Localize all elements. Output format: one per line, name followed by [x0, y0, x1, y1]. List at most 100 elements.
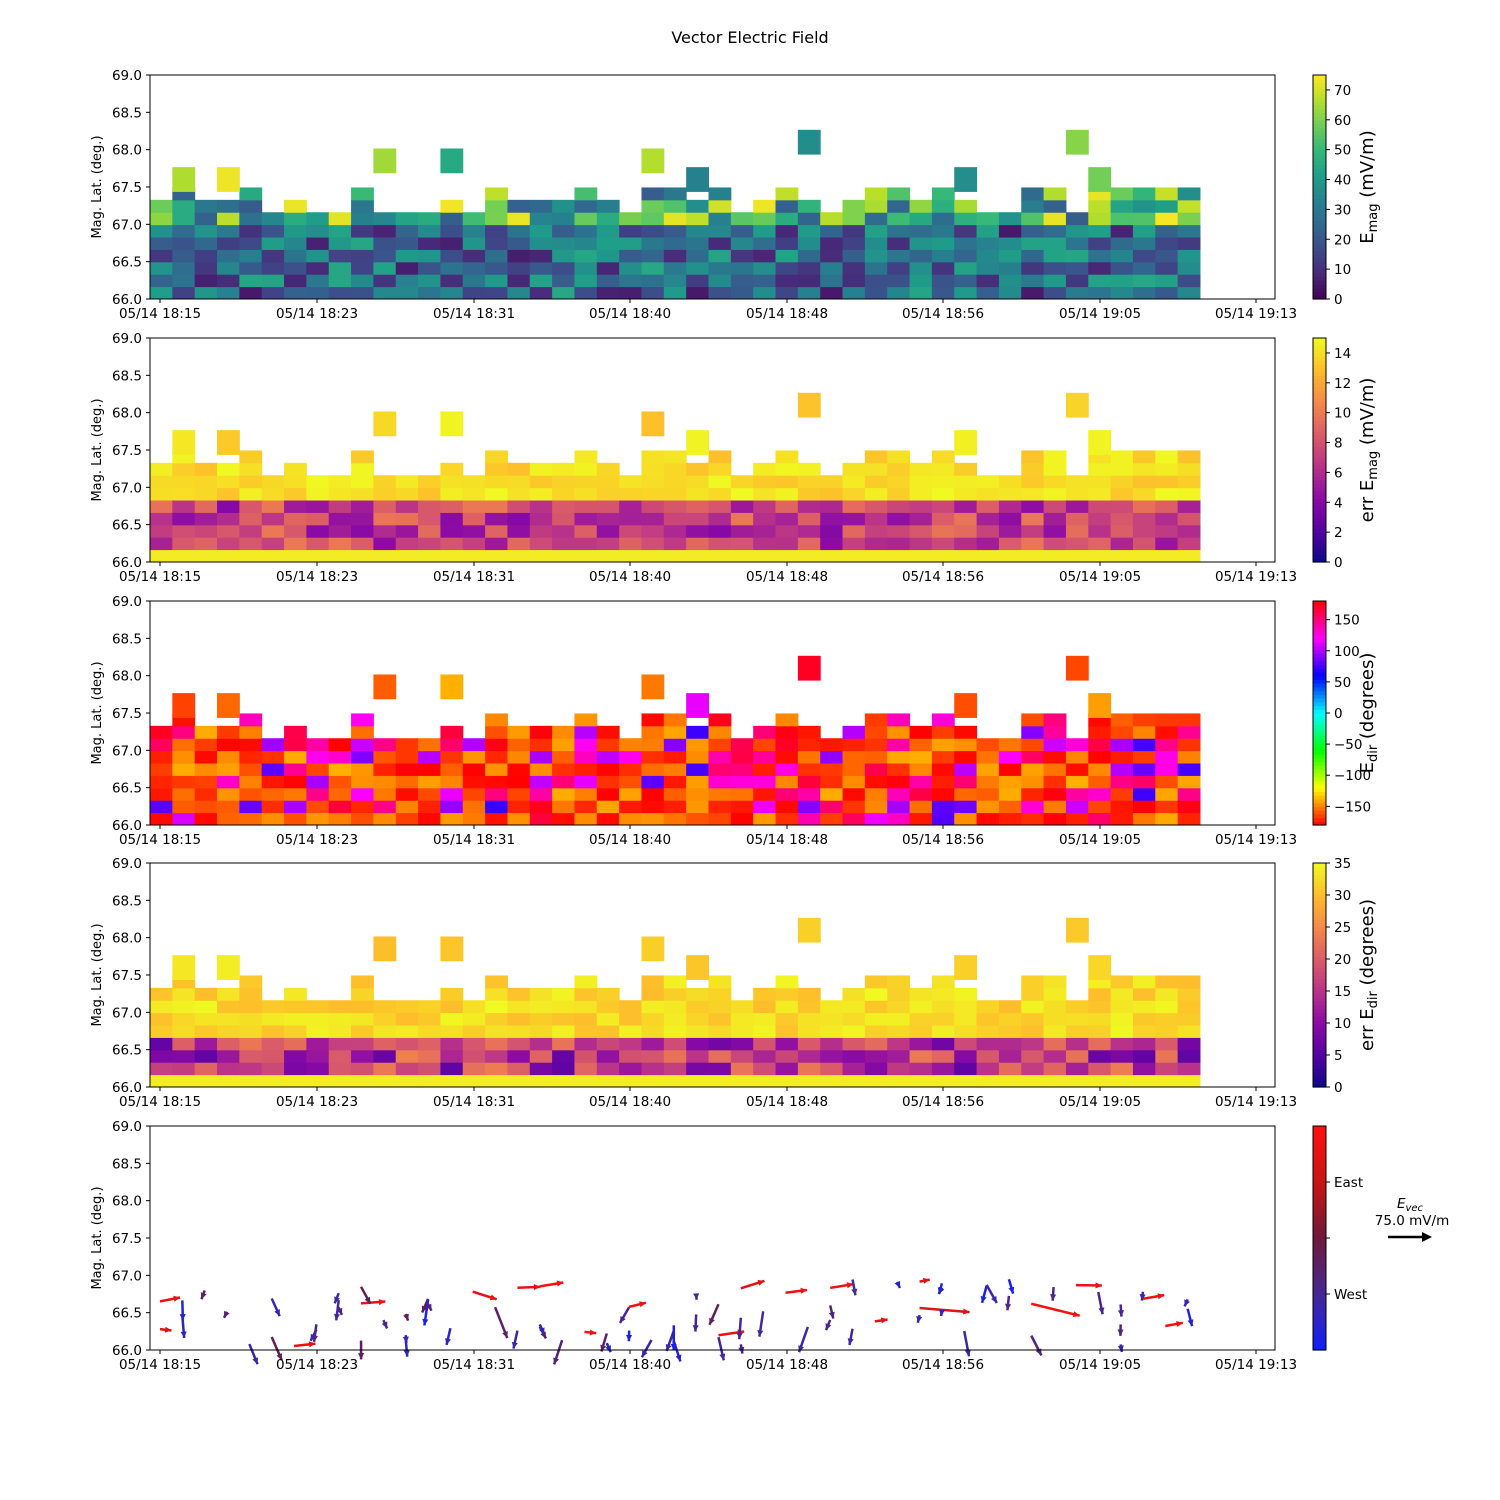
heatmap-cell: [172, 462, 196, 476]
heatmap-cell: [574, 450, 598, 464]
heatmap-cell: [172, 549, 196, 563]
heatmap-cell: [462, 1025, 486, 1038]
heatmap-cell: [351, 1012, 374, 1026]
heatmap-cell: [820, 1074, 844, 1088]
heatmap-cell: [775, 1037, 799, 1051]
heatmap-cell: [1132, 462, 1156, 476]
colorbar-segment: [1313, 183, 1326, 188]
vector-arrow-head: [511, 1341, 518, 1349]
heatmap-cell: [440, 787, 464, 801]
heatmap-cell: [574, 1037, 598, 1051]
heatmap-cell: [998, 812, 1022, 826]
heatmap-cell: [150, 500, 173, 513]
heatmap-cell: [1021, 787, 1045, 801]
y-tick-label: 69.0: [112, 856, 142, 872]
colorbar-tick-label: 4: [1334, 495, 1343, 511]
heatmap-cell: [663, 549, 687, 563]
heatmap-cell: [708, 713, 732, 727]
heatmap-cell: [507, 237, 531, 250]
heatmap-cell: [150, 1062, 173, 1076]
colorbar-segment: [1313, 608, 1326, 613]
heatmap-cell: [909, 475, 933, 489]
heatmap-cell: [552, 812, 575, 826]
heatmap-cell: [619, 1062, 642, 1076]
heatmap-cell: [619, 549, 642, 563]
heatmap-cell: [976, 249, 1000, 263]
heatmap-cell: [1088, 955, 1112, 980]
heatmap-cell: [418, 537, 441, 551]
heatmap-cell: [708, 249, 732, 263]
heatmap-cell: [998, 787, 1022, 801]
heatmap-cell: [842, 725, 866, 739]
heatmap-cell: [217, 775, 240, 789]
heatmap-cell: [172, 725, 196, 739]
heatmap-cell: [172, 1074, 196, 1088]
heatmap-cell: [596, 763, 620, 776]
heatmap-cell: [529, 1000, 553, 1014]
heatmap-cell: [1110, 274, 1134, 288]
colorbar-segment: [1313, 558, 1326, 563]
heatmap-cell: [462, 812, 486, 826]
colorbar-segment: [1313, 971, 1326, 976]
heatmap-cell: [708, 1037, 732, 1051]
heatmap-cell: [485, 512, 508, 526]
colorbar-segment: [1313, 442, 1326, 447]
heatmap-cell: [172, 1062, 196, 1076]
heatmap-cell: [239, 1049, 263, 1063]
heatmap-cell: [842, 212, 866, 226]
colorbar-segment: [1313, 89, 1326, 95]
heatmap-cell: [663, 738, 687, 752]
colorbar-segment: [1313, 1316, 1326, 1321]
x-tick-label: 05/14 18:31: [433, 569, 515, 585]
colorbar-segment: [1313, 179, 1326, 184]
heatmap-cell: [507, 286, 531, 300]
heatmap-cell: [1043, 512, 1067, 526]
heatmap-cell: [373, 148, 397, 174]
heatmap-cell: [194, 725, 218, 739]
heatmap-cell: [663, 187, 687, 201]
heatmap-cell: [217, 167, 240, 192]
quiver-key-arrow-head: [1422, 1232, 1432, 1242]
heatmap-cell: [529, 800, 553, 814]
heatmap-cell: [1132, 450, 1156, 464]
heatmap-cell: [1021, 224, 1045, 238]
heatmap-cell: [663, 475, 687, 489]
colorbar-segment: [1313, 1155, 1326, 1161]
heatmap-cell: [1177, 800, 1201, 814]
colorbar-segment: [1313, 1282, 1326, 1288]
heatmap-cell: [931, 738, 955, 752]
heatmap-cell: [842, 237, 866, 250]
heatmap-cell: [820, 500, 844, 513]
heatmap-cell: [1043, 537, 1067, 551]
heatmap-cell: [284, 549, 307, 563]
colorbar-segment: [1313, 491, 1326, 496]
heatmap-cell: [261, 1062, 285, 1076]
heatmap-cell: [1132, 1000, 1156, 1014]
heatmap-cell: [663, 224, 687, 238]
heatmap-cell: [641, 725, 665, 739]
colorbar-segment: [1313, 250, 1326, 255]
colorbar-segment: [1313, 1308, 1326, 1314]
heatmap-cell: [150, 224, 173, 238]
heatmap-cell: [552, 725, 575, 739]
colorbar-segment: [1313, 1294, 1326, 1299]
heatmap-cell: [1088, 512, 1112, 526]
heatmap-cell: [686, 537, 709, 551]
heatmap-cell: [686, 1062, 709, 1076]
heatmap-cell: [730, 212, 754, 226]
heatmap-cell: [998, 286, 1022, 300]
heatmap-cell: [172, 500, 196, 513]
colorbar-segment: [1313, 550, 1326, 556]
heatmap-cell: [753, 987, 777, 1001]
colorbar-segment: [1313, 1159, 1326, 1164]
heatmap-cell: [1021, 549, 1045, 563]
heatmap-cell: [462, 249, 486, 263]
vector-arrow-head: [670, 1343, 677, 1351]
vector-arrow-head: [693, 1293, 700, 1300]
heatmap-cell: [395, 738, 419, 752]
heatmap-cell: [418, 1000, 441, 1014]
heatmap-cell: [596, 212, 620, 226]
heatmap-cell: [887, 462, 911, 476]
heatmap-cell: [954, 1025, 978, 1038]
heatmap-cell: [909, 738, 933, 752]
